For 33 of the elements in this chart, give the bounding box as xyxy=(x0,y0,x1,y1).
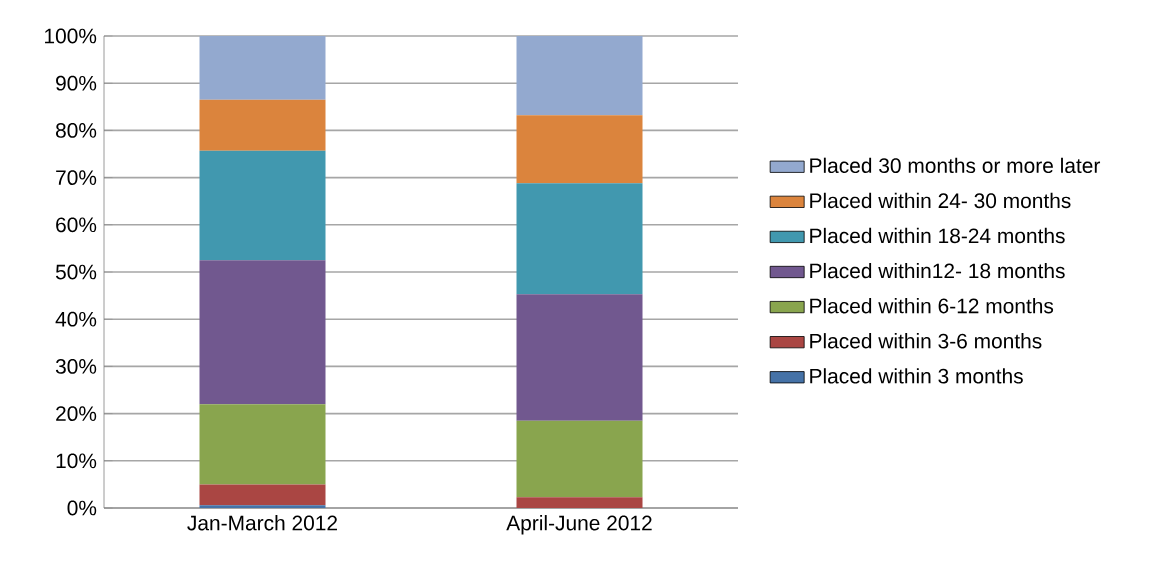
bar xyxy=(199,404,326,485)
y-tick-label: 20% xyxy=(56,406,97,422)
bar xyxy=(516,497,643,508)
legend-label: Placed within12- 18 months xyxy=(810,262,1065,279)
bar xyxy=(199,99,326,151)
y-tick-label: 30% xyxy=(55,359,97,374)
bar xyxy=(516,115,643,184)
x-tick-label: Jan-March 2012 xyxy=(187,515,337,531)
legend-label: Placed within 3-6 months xyxy=(810,333,1042,349)
bar xyxy=(199,35,326,100)
bar xyxy=(199,150,326,261)
y-tick-label: 60% xyxy=(56,217,97,233)
y-tick-label: 0% xyxy=(67,500,97,516)
y-tick-label: 50% xyxy=(55,264,97,280)
y-tick-label: 10% xyxy=(56,453,97,469)
legend-label: Placed within 6-12 months xyxy=(810,298,1054,314)
y-tick-label: 100% xyxy=(45,28,97,44)
bar xyxy=(199,260,326,405)
bar xyxy=(516,183,643,295)
legend-label: Placed within 18-24 months xyxy=(810,227,1065,244)
bar xyxy=(516,420,643,498)
y-tick-label: 80% xyxy=(55,123,97,138)
bar xyxy=(199,484,326,506)
bar xyxy=(516,35,643,116)
y-tick-label: 70% xyxy=(56,170,97,186)
bar xyxy=(199,505,326,508)
x-tick-label: April-June 2012 xyxy=(506,515,652,535)
y-tick-label: 90% xyxy=(56,75,97,91)
legend-label: Placed within 3 months xyxy=(810,368,1023,384)
legend-label: Placed within 24- 30 months xyxy=(810,192,1071,209)
legend-label: Placed 30 months or more later xyxy=(810,157,1101,174)
bar xyxy=(516,294,643,421)
y-tick-label: 40% xyxy=(55,311,97,327)
